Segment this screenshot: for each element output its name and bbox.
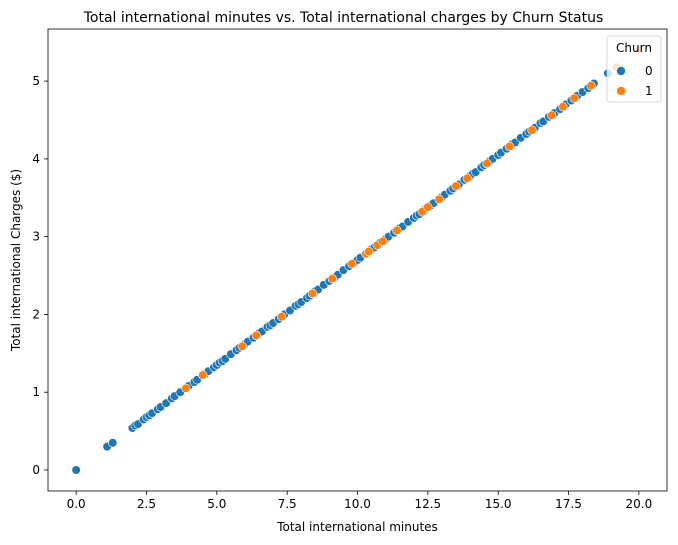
data-point [108, 438, 118, 448]
y-tick-label: 3 [32, 230, 40, 244]
data-point [423, 202, 433, 212]
data-point [378, 236, 388, 246]
data-point [276, 312, 287, 322]
data-point [451, 181, 461, 191]
legend-label-0: 0 [645, 64, 653, 78]
plot-frame [47, 28, 668, 492]
legend-marker-0 [616, 66, 626, 76]
x-tick-label: 0.0 [67, 497, 86, 511]
x-tick-label: 5.0 [207, 497, 226, 511]
legend-frame [606, 35, 662, 103]
data-point [198, 370, 208, 380]
y-axis-label: Total international Charges ($) [9, 169, 23, 352]
data-point [558, 102, 568, 112]
x-tick-label: 20.0 [626, 497, 653, 511]
data-point [181, 383, 191, 393]
data-point [307, 288, 318, 299]
data-point [504, 141, 515, 152]
x-tick-label: 15.0 [485, 497, 512, 511]
data-point [527, 125, 537, 135]
y-tick-label: 4 [32, 152, 40, 166]
data-point [586, 81, 596, 91]
legend: Churn 0 1 [606, 35, 662, 103]
data-point [347, 259, 357, 269]
axes: 0.0 2.5 5.0 7.5 10.0 12.5 15.0 17.5 20.0 0 1 2 3 4 5 [32, 74, 652, 511]
x-tick-label: 2.5 [137, 497, 156, 511]
y-tick-label: 2 [32, 307, 40, 321]
x-tick-label: 7.5 [278, 497, 297, 511]
data-point [392, 225, 402, 236]
x-axis-label: Total international minutes [276, 520, 438, 534]
data-point [434, 194, 444, 204]
y-tick-label: 0 [32, 463, 40, 477]
y-tick-label: 5 [32, 74, 40, 88]
data-point [71, 465, 81, 475]
legend-label-1: 1 [645, 84, 653, 98]
y-tick-label: 1 [32, 385, 40, 399]
data-point [251, 330, 261, 341]
data-point [364, 246, 374, 257]
data-point [482, 158, 492, 169]
data-point [327, 274, 337, 284]
x-tick-label: 17.5 [555, 497, 582, 511]
x-tick-label: 12.5 [414, 497, 441, 511]
legend-marker-1 [616, 86, 626, 96]
chart-title: Total international minutes vs. Total in… [83, 10, 604, 26]
data-point [462, 173, 472, 183]
x-tick-label: 10.0 [344, 497, 371, 511]
data-point [237, 341, 247, 351]
data-point [569, 93, 579, 103]
data-points [71, 45, 644, 475]
data-point [547, 110, 557, 120]
legend-title: Churn [616, 41, 652, 55]
